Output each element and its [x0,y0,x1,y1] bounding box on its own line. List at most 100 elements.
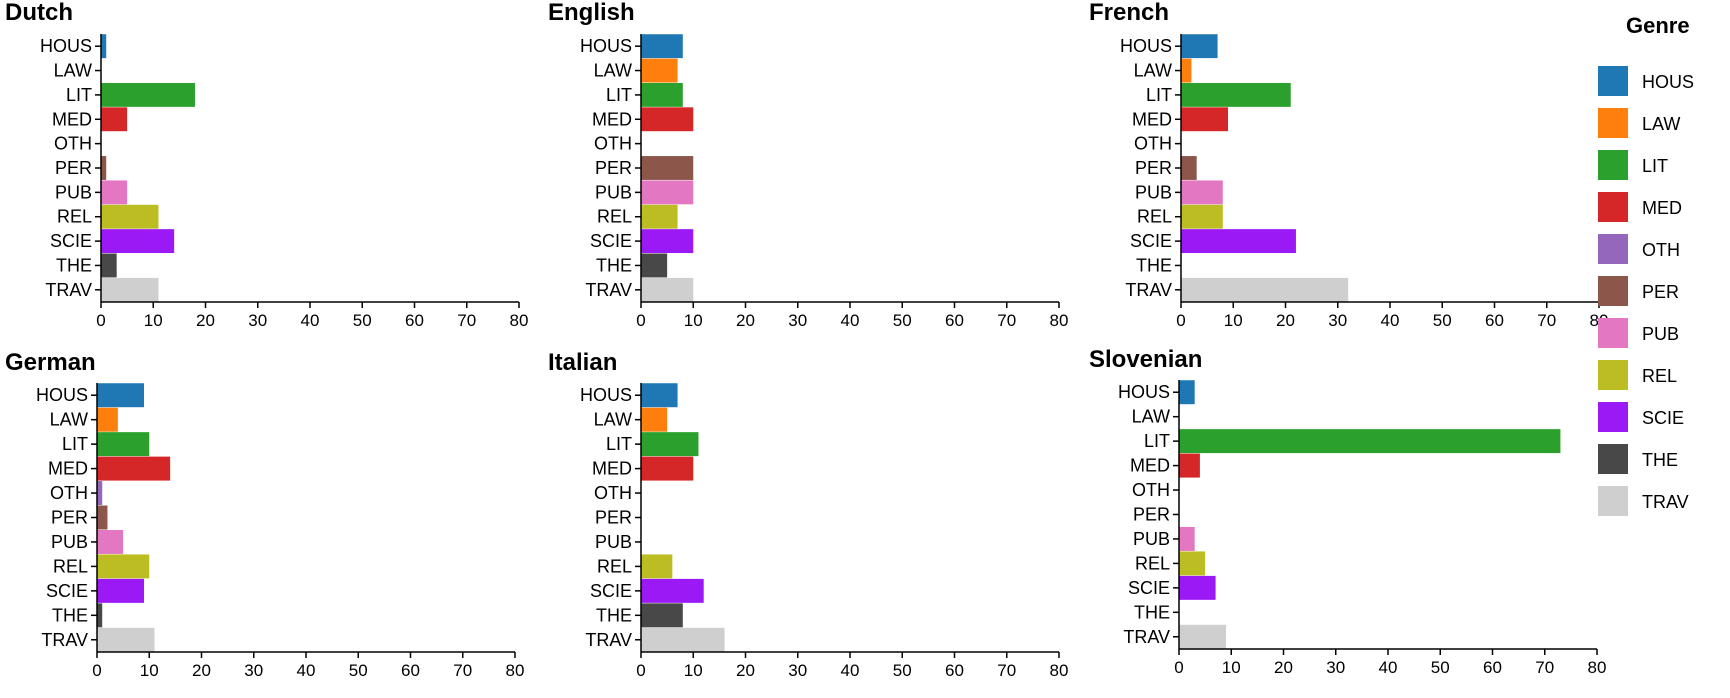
bar-lit [97,432,150,457]
legend-label: LAW [1642,114,1680,134]
category-label: PER [51,508,88,528]
x-tick-label: 60 [1485,311,1504,330]
category-label: OTH [1134,134,1172,154]
x-tick-label: 60 [1483,658,1502,677]
x-tick-label: 80 [506,661,525,680]
bar-per [1181,156,1197,180]
bar-rel [101,204,159,229]
panel-dutch: Dutch HOUS LAW LIT MED OTH PER PUB REL SCIE THE TRA… [5,0,528,330]
bar-med [97,456,171,481]
x-tick-label: 50 [1433,311,1452,330]
x-tick-label: 70 [997,311,1016,330]
bar-law [641,58,678,83]
category-label: PER [1135,158,1172,178]
category-label: PUB [51,532,88,552]
x-tick-label: 50 [893,311,912,330]
category-label: HOUS [1120,36,1172,56]
legend-label: PER [1642,282,1679,302]
bar-scie [101,229,175,254]
legend-swatch-trav [1598,486,1628,516]
category-label: PUB [595,532,632,552]
bar-hous [641,383,678,408]
bar-rel [97,554,150,579]
category-label: SCIE [46,581,88,601]
category-label: OTH [50,483,88,503]
bar-med [1181,107,1229,132]
x-tick-label: 80 [510,311,529,330]
x-tick-label: 60 [945,311,964,330]
x-tick-label: 0 [636,661,645,680]
category-label: OTH [54,134,92,154]
category-label: THE [52,605,88,625]
panel-title: German [5,349,96,376]
bar-scie [641,229,694,254]
category-label: THE [1136,255,1172,275]
bar-the [641,253,668,278]
category-label: OTH [594,134,632,154]
x-tick-label: 40 [297,661,316,680]
bar-scie [1179,575,1216,600]
category-label: PUB [1133,529,1170,549]
bar-hous [1181,34,1218,59]
bar-hous [641,34,683,59]
category-label: LAW [1134,61,1172,81]
x-tick-label: 30 [1326,658,1345,677]
panel-italian: Italian HOUS LAW LIT MED OTH PER PUB REL SCIE THE T… [548,349,1068,680]
category-label: MED [1130,456,1170,476]
category-label: LIT [66,85,92,105]
panel-title: English [548,0,635,26]
category-label: PUB [595,182,632,202]
category-label: LIT [1146,85,1172,105]
x-tick-label: 20 [192,661,211,680]
bar-trav [641,627,725,652]
bar-pub [1181,180,1223,205]
bar-scie [1181,229,1296,254]
x-tick-label: 40 [841,311,860,330]
category-label: MED [592,459,632,479]
bar-lit [1179,429,1561,454]
legend-label: PUB [1642,324,1679,344]
category-label: SCIE [590,581,632,601]
category-label: MED [592,109,632,129]
legend-label: TRAV [1642,492,1689,512]
x-tick-label: 40 [301,311,320,330]
bar-trav [1179,624,1227,649]
panel-french: French HOUS LAW LIT MED OTH PER PUB REL SCIE THE TR… [1089,0,1608,330]
x-tick-label: 70 [1535,658,1554,677]
x-tick-label: 70 [997,661,1016,680]
category-label: REL [57,207,92,227]
bar-scie [97,578,145,603]
category-label: LAW [1132,407,1170,427]
bar-lit [101,82,196,107]
category-label: HOUS [580,385,632,405]
bar-pub [1179,526,1195,551]
bar-hous [1179,380,1195,405]
x-tick-label: 10 [144,311,163,330]
bar-trav [641,277,694,302]
bar-pub [97,529,124,554]
category-label: MED [1132,109,1172,129]
category-label: SCIE [1130,231,1172,251]
category-label: TRAV [585,280,632,300]
x-tick-label: 20 [1274,658,1293,677]
legend: Genre HOUS LAW LIT MED OTH PER PUB REL SCIE THE TRA… [1598,13,1694,516]
x-tick-label: 40 [1381,311,1400,330]
category-label: PER [55,158,92,178]
category-label: SCIE [1128,578,1170,598]
bar-med [641,107,694,132]
category-label: THE [596,605,632,625]
category-label: PUB [55,182,92,202]
legend-label: SCIE [1642,408,1684,428]
x-tick-label: 50 [1431,658,1450,677]
x-tick-label: 50 [353,311,372,330]
category-label: LAW [594,410,632,430]
bar-lit [641,432,699,457]
bar-rel [1181,204,1223,229]
category-label: SCIE [590,231,632,251]
category-label: LIT [606,434,632,454]
legend-label: MED [1642,198,1682,218]
bar-law [97,407,118,432]
category-label: LAW [50,410,88,430]
x-tick-label: 60 [401,661,420,680]
x-tick-label: 50 [893,661,912,680]
